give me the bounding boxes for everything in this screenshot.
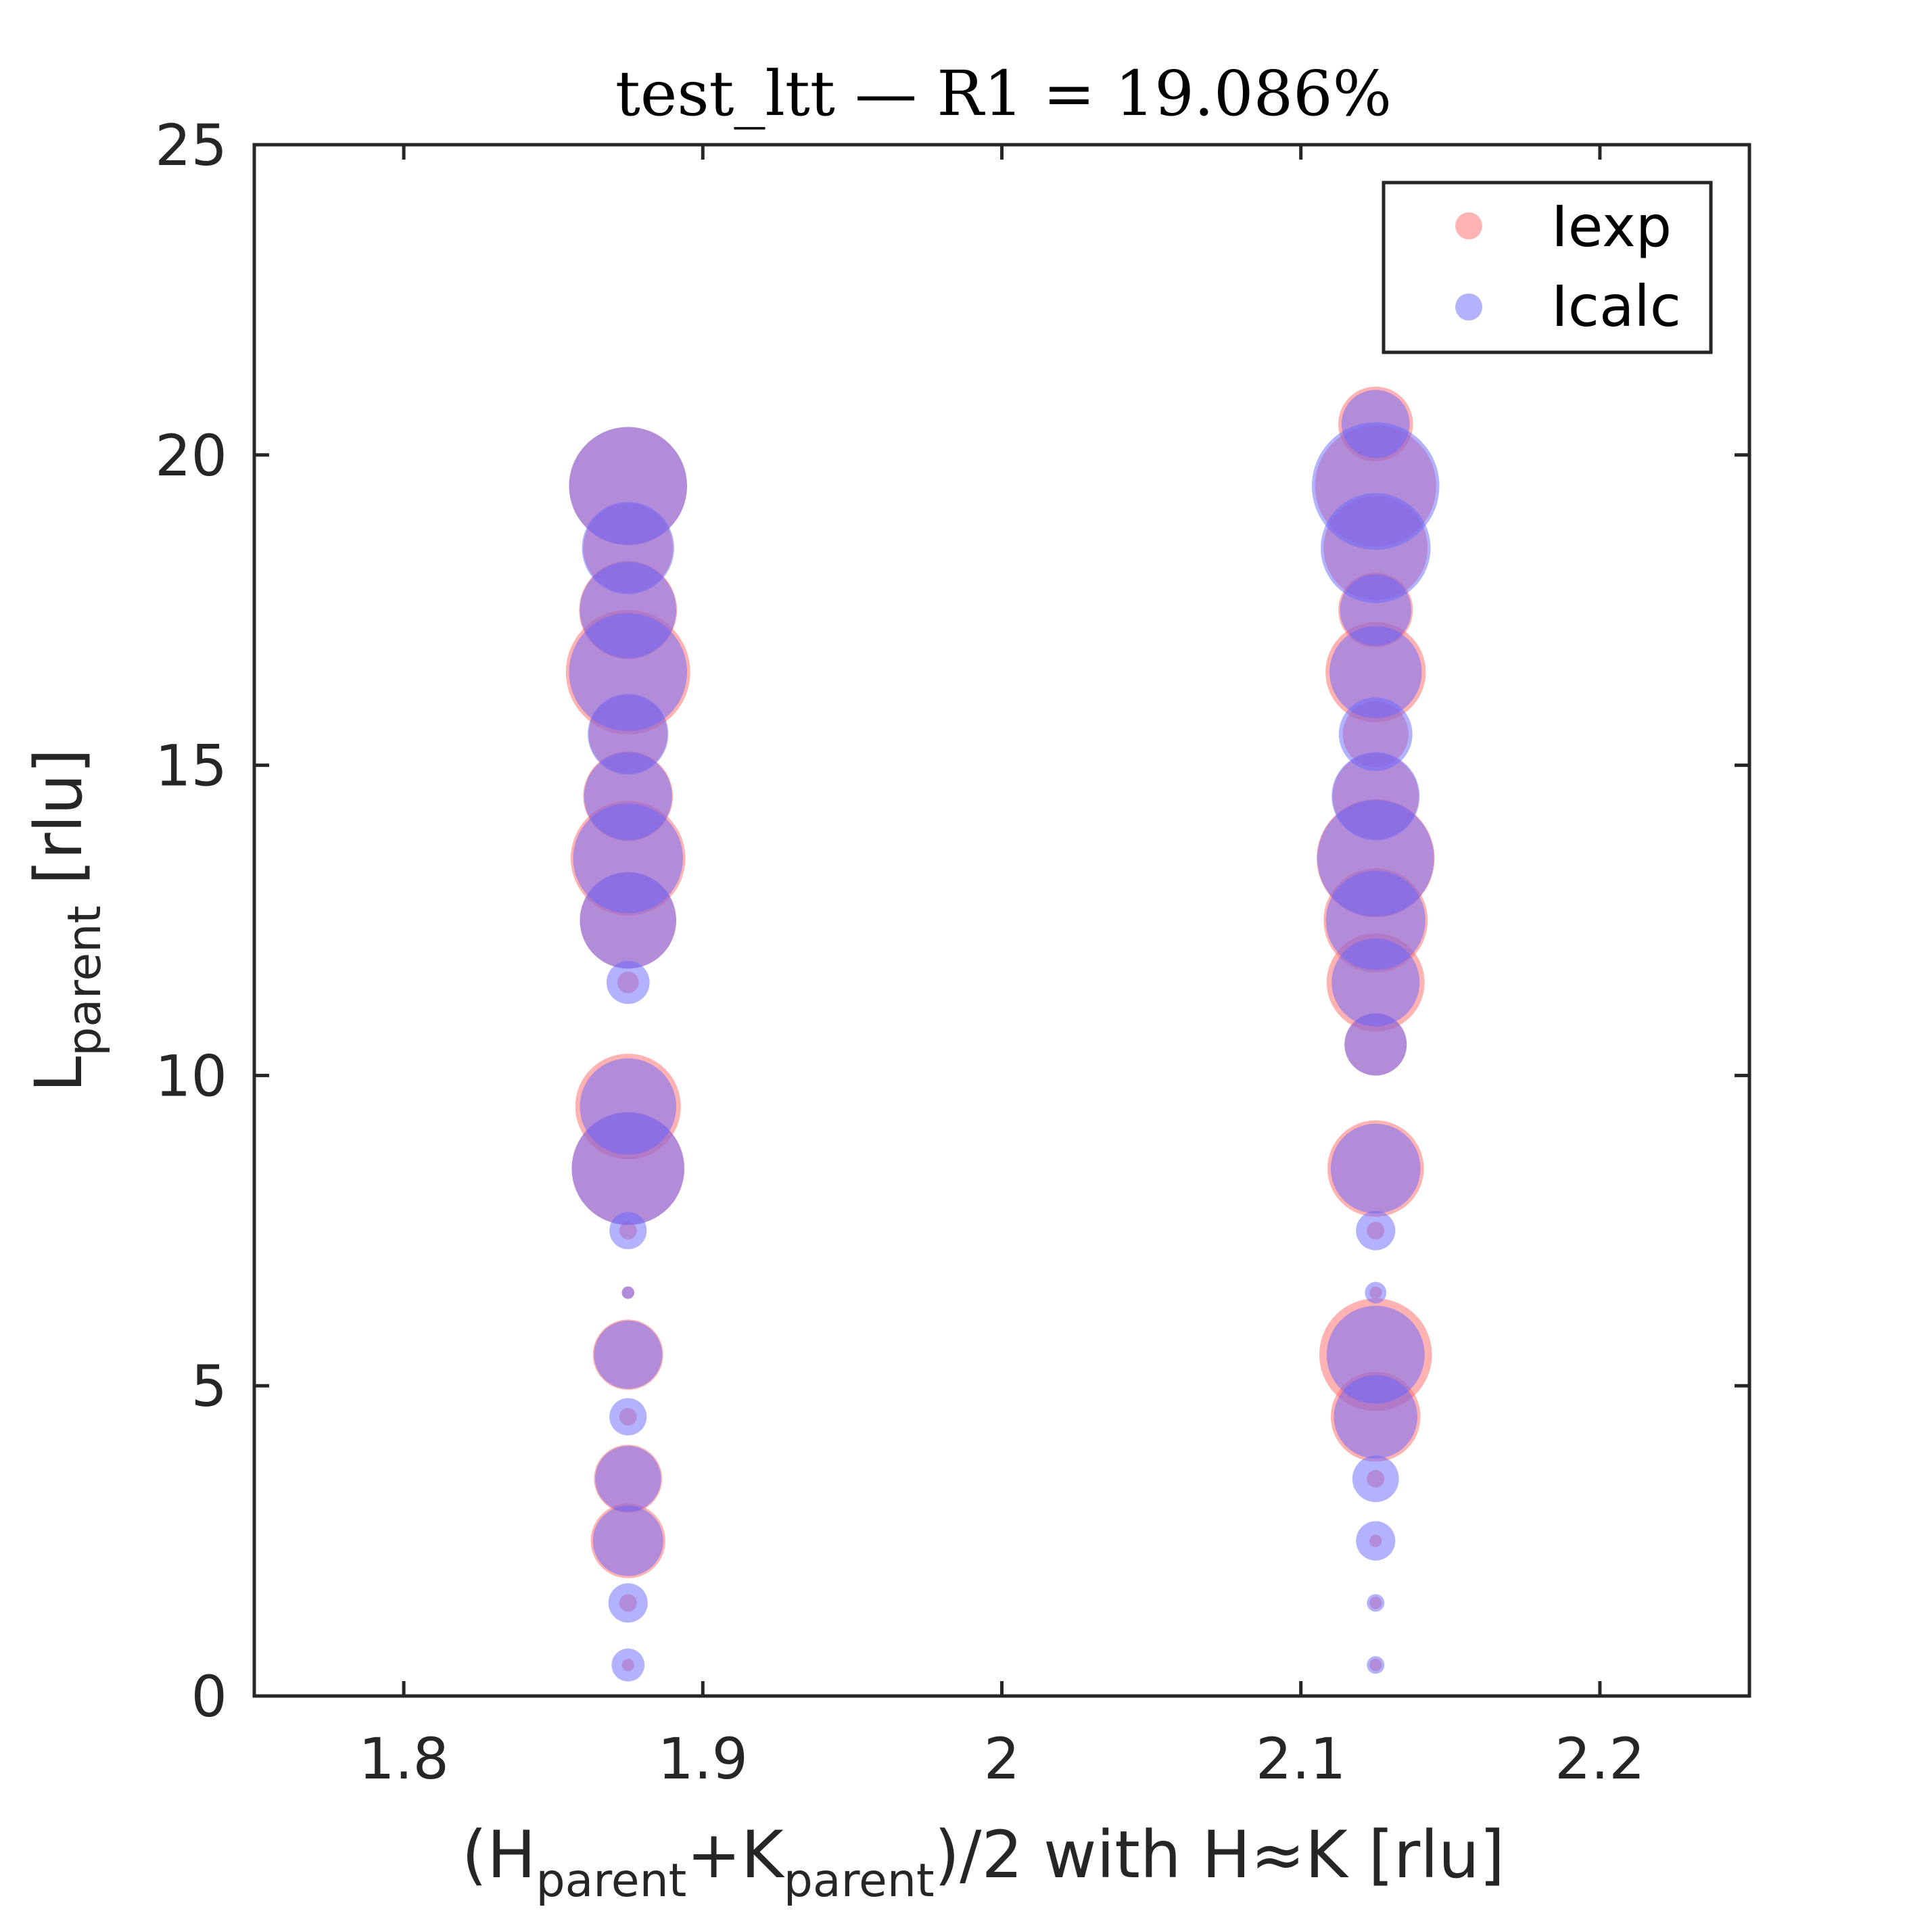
x-tick-label: 1.9 <box>658 1726 749 1792</box>
chart-title: test_ltt — R1 = 19.086% <box>615 57 1392 130</box>
legend-marker-iexp <box>1455 212 1482 239</box>
bubble-icalc <box>1332 938 1420 1027</box>
x-tick-label: 2.2 <box>1555 1726 1645 1792</box>
y-tick-label: 20 <box>155 423 227 489</box>
scatter-markers <box>565 386 1440 1682</box>
y-tick-label: 15 <box>155 733 227 799</box>
bubble-icalc <box>1320 493 1431 603</box>
bubble-icalc <box>1329 626 1422 719</box>
bubble-icalc <box>1330 1123 1421 1214</box>
series-icalc <box>569 390 1440 1682</box>
bubble-icalc <box>609 1398 647 1436</box>
bubble-icalc <box>1365 1281 1387 1304</box>
y-axis-ticks: 0 5 10 15 20 25 <box>155 112 1749 1730</box>
bubble-icalc <box>606 960 650 1004</box>
bubble-icalc <box>580 872 677 969</box>
bubble-icalc <box>609 1212 647 1250</box>
bubble-icalc <box>1356 1521 1396 1561</box>
bubble-icalc <box>1367 1594 1385 1612</box>
x-tick-label: 2 <box>984 1726 1020 1792</box>
bubble-icalc <box>1344 1013 1407 1076</box>
y-tick-label: 5 <box>191 1353 227 1419</box>
x-tick-label: 2.1 <box>1256 1726 1346 1792</box>
bubble-icalc <box>1367 1656 1385 1674</box>
bubble-icalc <box>621 1286 634 1299</box>
bubble-icalc <box>1326 1305 1425 1404</box>
legend-label-icalc: Icalc <box>1551 273 1681 339</box>
y-tick-label: 10 <box>155 1043 227 1109</box>
bubble-icalc <box>592 1505 663 1576</box>
bubble-icalc <box>569 613 688 732</box>
legend-box <box>1382 181 1713 354</box>
x-axis-ticks: 1.8 1.9 2 2.1 2.2 <box>358 145 1645 1792</box>
x-axis-label: (Hparent+Kparent)/2 with H≈K [rlu] <box>462 1817 1505 1908</box>
series-iexp <box>565 386 1436 1672</box>
bubble-icalc <box>608 1583 648 1623</box>
bubble-icalc <box>1356 1210 1396 1250</box>
bubble-icalc <box>611 1648 645 1682</box>
bubble-icalc <box>571 1112 685 1225</box>
bubble-icalc <box>1334 1375 1417 1459</box>
bubble-icalc <box>594 1320 663 1389</box>
x-tick-label: 1.8 <box>358 1726 449 1792</box>
legend-marker-icalc <box>1455 293 1482 321</box>
y-axis-label: Lparent [rlu] <box>21 749 112 1093</box>
bubble-icalc <box>1325 870 1426 970</box>
legend: Iexp Icalc <box>1382 181 1713 354</box>
bubble-icalc <box>588 694 669 775</box>
bubble-icalc <box>1352 1455 1399 1503</box>
bubble-icalc <box>1340 574 1412 646</box>
bubble-icalc <box>1338 697 1413 772</box>
legend-label-iexp: Iexp <box>1551 193 1672 260</box>
plot-area-frame <box>252 143 1751 1698</box>
y-tick-label: 0 <box>191 1664 227 1730</box>
bubble-icalc <box>595 1446 661 1512</box>
y-tick-label: 25 <box>155 112 227 179</box>
